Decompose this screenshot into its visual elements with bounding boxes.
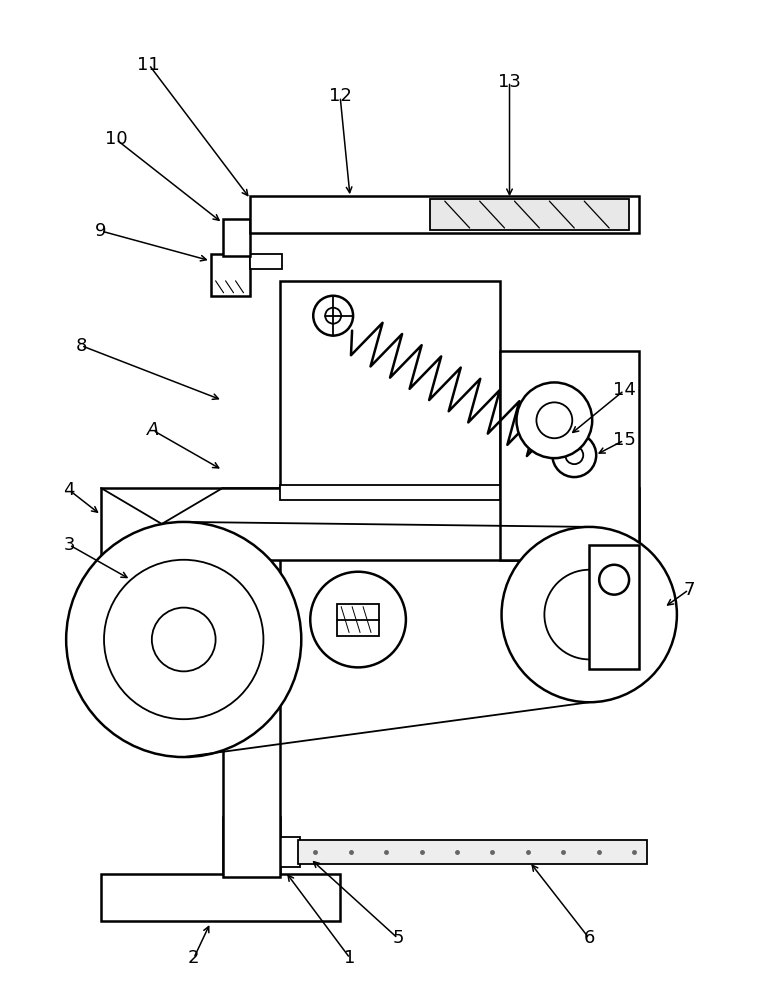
Bar <box>101 488 639 560</box>
Circle shape <box>516 382 592 458</box>
Bar <box>223 488 280 877</box>
Text: 12: 12 <box>329 87 351 105</box>
Bar <box>279 837 301 867</box>
Bar <box>223 817 280 874</box>
Bar <box>101 874 340 921</box>
Text: 2: 2 <box>188 949 199 967</box>
Circle shape <box>544 570 634 659</box>
Bar <box>298 840 647 864</box>
Text: 7: 7 <box>683 581 695 599</box>
Bar <box>210 254 251 296</box>
Text: 14: 14 <box>612 381 636 399</box>
Circle shape <box>537 402 572 438</box>
Circle shape <box>313 296 353 336</box>
Bar <box>500 351 639 560</box>
Bar <box>280 281 500 490</box>
Circle shape <box>565 446 583 464</box>
Text: 15: 15 <box>612 431 636 449</box>
Bar <box>280 485 500 500</box>
Text: 10: 10 <box>104 130 127 148</box>
Text: 13: 13 <box>498 73 521 91</box>
Bar <box>589 545 639 669</box>
Text: 5: 5 <box>392 929 403 947</box>
Text: 4: 4 <box>64 481 75 499</box>
Bar <box>223 219 251 256</box>
Circle shape <box>502 527 677 702</box>
Circle shape <box>310 572 406 667</box>
Text: A: A <box>147 421 159 439</box>
Bar <box>251 254 282 269</box>
Bar <box>430 199 629 230</box>
Circle shape <box>326 308 341 324</box>
Text: 9: 9 <box>95 222 107 240</box>
Circle shape <box>152 608 216 671</box>
Circle shape <box>66 522 301 757</box>
Text: 11: 11 <box>138 56 160 74</box>
Bar <box>251 196 639 233</box>
Bar <box>337 604 379 636</box>
Circle shape <box>104 560 263 719</box>
Text: 1: 1 <box>344 949 356 967</box>
Text: 8: 8 <box>76 337 87 355</box>
Text: 3: 3 <box>64 536 75 554</box>
Circle shape <box>600 565 629 595</box>
Text: 6: 6 <box>584 929 595 947</box>
Circle shape <box>553 433 597 477</box>
